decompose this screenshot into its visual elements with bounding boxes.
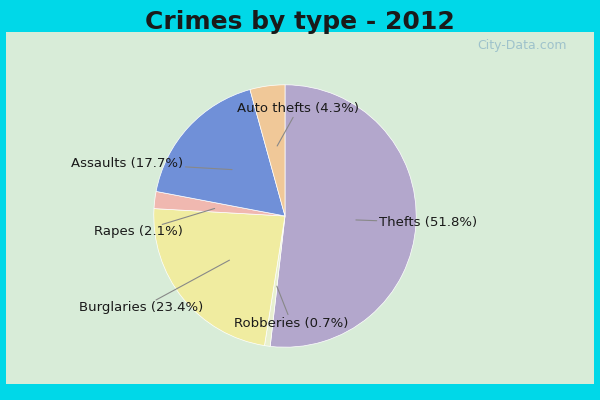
Wedge shape (265, 216, 285, 346)
Wedge shape (270, 85, 416, 347)
Text: Crimes by type - 2012: Crimes by type - 2012 (145, 10, 455, 34)
Text: Thefts (51.8%): Thefts (51.8%) (356, 216, 478, 229)
Wedge shape (154, 192, 285, 216)
Text: Rapes (2.1%): Rapes (2.1%) (94, 208, 215, 238)
Text: Assaults (17.7%): Assaults (17.7%) (71, 157, 232, 170)
Bar (6, 32, 594, 384)
Wedge shape (154, 208, 285, 346)
Wedge shape (156, 90, 285, 216)
Text: Robberies (0.7%): Robberies (0.7%) (235, 286, 349, 330)
Text: Burglaries (23.4%): Burglaries (23.4%) (79, 260, 229, 314)
Text: Auto thefts (4.3%): Auto thefts (4.3%) (237, 102, 359, 146)
Text: City-Data.com: City-Data.com (477, 40, 567, 52)
Wedge shape (250, 85, 285, 216)
